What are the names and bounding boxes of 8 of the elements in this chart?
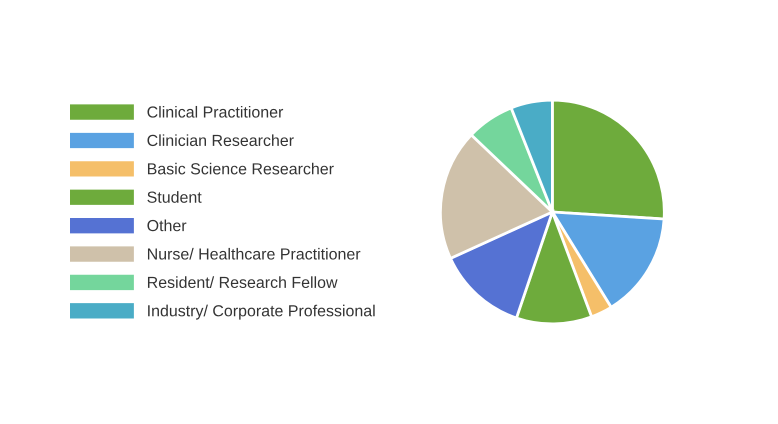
legend-label: Clinical Practitioner: [147, 106, 284, 118]
legend-label: Industry/ Corporate Professional: [148, 304, 375, 320]
legend-label: Clinician Researcher: [147, 134, 294, 146]
legend-label: Resident/ Research Fellow: [148, 276, 338, 288]
legend-label: Student: [147, 191, 202, 203]
legend-label: Other: [147, 220, 186, 232]
legend-label: Basic Science Researcher: [148, 162, 334, 174]
legend-label: Nurse/ Healthcare Practitioner: [148, 248, 360, 260]
